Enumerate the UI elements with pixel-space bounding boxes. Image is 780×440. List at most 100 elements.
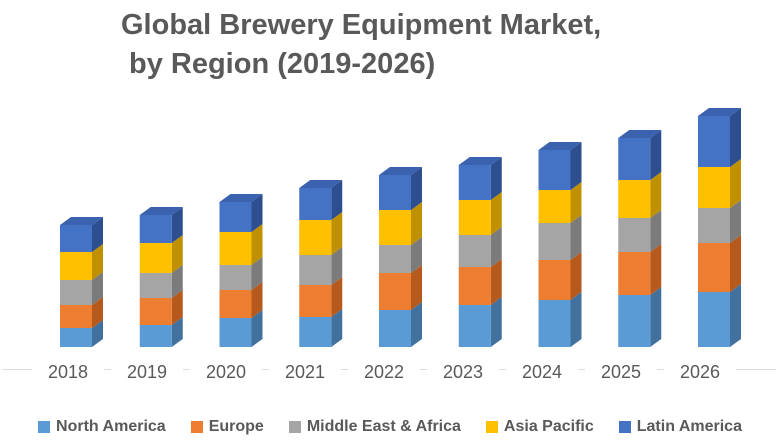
bar-2025 [618, 130, 662, 347]
segment-front-middle-east-africa [60, 280, 92, 305]
segment-front-europe [698, 243, 730, 292]
x-axis-label-2022: 2022 [348, 360, 420, 386]
segment-front-middle-east-africa [538, 223, 571, 260]
segment-top-latin-america [458, 157, 502, 165]
x-axis-label-2019: 2019 [111, 360, 183, 386]
segment-front-latin-america [60, 225, 92, 252]
segment-front-europe [60, 305, 92, 328]
segment-front-europe [458, 267, 491, 305]
segment-front-north-america [538, 300, 571, 347]
segment-side-latin-america [570, 142, 582, 190]
segment-front-middle-east-africa [458, 235, 491, 267]
segment-front-europe [538, 260, 571, 300]
segment-front-middle-east-africa [698, 208, 730, 243]
segment-side-latin-america [92, 217, 103, 252]
legend-swatch-asia-pacific [485, 421, 498, 433]
segment-top-latin-america [698, 108, 741, 116]
chart-title-line-2: by Region (2019-2026) [129, 48, 436, 80]
segment-front-europe [139, 298, 172, 325]
segment-side-middle-east-africa [411, 237, 422, 273]
legend-swatch-europe [190, 421, 203, 433]
segment-side-europe [251, 282, 263, 318]
bar-2026 [698, 108, 741, 347]
segment-front-north-america [698, 292, 730, 347]
segment-side-asia-pacific [570, 182, 582, 223]
x-axis-label-2021: 2021 [269, 360, 341, 386]
segment-front-north-america [299, 317, 332, 347]
segment-front-europe [219, 290, 252, 318]
segment-side-asia-pacific [92, 244, 103, 280]
segment-top-latin-america [618, 130, 662, 138]
bar-2020 [219, 194, 263, 347]
segment-front-asia-pacific [299, 220, 332, 255]
segment-front-asia-pacific [219, 232, 252, 265]
segment-front-latin-america [219, 202, 252, 232]
legend-swatch-north-america [38, 421, 51, 433]
segment-side-middle-east-africa [730, 200, 741, 243]
segment-side-latin-america [730, 108, 741, 167]
segment-front-latin-america [618, 138, 651, 180]
segment-side-middle-east-africa [92, 272, 103, 305]
segment-side-europe [331, 277, 343, 317]
segment-side-europe [171, 290, 183, 325]
bar-2024 [538, 142, 582, 347]
segment-front-europe [618, 252, 651, 295]
segment-side-asia-pacific [730, 159, 741, 208]
legend-label-middle-east-africa: Middle East & Africa [306, 418, 461, 435]
segment-side-north-america [650, 287, 662, 347]
segment-side-asia-pacific [331, 212, 343, 255]
segment-front-north-america [618, 295, 651, 347]
segment-side-latin-america [331, 180, 343, 220]
segment-side-europe [490, 259, 502, 305]
segment-side-latin-america [171, 207, 183, 243]
segment-front-north-america [219, 318, 252, 347]
segment-side-middle-east-africa [251, 257, 263, 290]
legend-label-europe: Europe [208, 418, 264, 435]
segment-side-middle-east-africa [490, 227, 502, 267]
segment-side-asia-pacific [251, 224, 263, 265]
segment-front-middle-east-africa [219, 265, 252, 290]
x-axis-label-2020: 2020 [190, 360, 262, 386]
legend-label-asia-pacific: Asia Pacific [503, 418, 594, 435]
segment-front-europe [299, 285, 332, 317]
bar-2022 [379, 167, 422, 347]
x-axis-label-2023: 2023 [427, 360, 499, 386]
x-axis-label-2024: 2024 [506, 360, 578, 386]
segment-front-middle-east-africa [299, 255, 332, 285]
legend-label-north-america: North America [56, 418, 166, 435]
segment-side-europe [650, 244, 662, 295]
segment-top-latin-america [139, 207, 183, 215]
segment-side-asia-pacific [171, 235, 183, 273]
legend-item-europe: Europe [190, 418, 264, 436]
segment-side-north-america [251, 310, 263, 347]
chart-title-line-1: Global Brewery Equipment Market, [121, 9, 602, 41]
segment-side-europe [411, 265, 422, 310]
segment-front-latin-america [299, 188, 332, 220]
segment-front-europe [379, 273, 411, 310]
segment-side-north-america [570, 292, 582, 347]
segment-top-latin-america [379, 167, 422, 175]
legend-swatch-middle-east-africa [288, 421, 301, 433]
segment-side-middle-east-africa [331, 247, 343, 285]
segment-side-europe [730, 235, 741, 292]
x-axis-label-2018: 2018 [32, 360, 104, 386]
legend-item-middle-east-africa: Middle East & Africa [288, 418, 461, 436]
segment-front-asia-pacific [139, 243, 172, 273]
segment-front-asia-pacific [538, 190, 571, 223]
segment-top-latin-america [219, 194, 263, 202]
bar-2019 [139, 207, 183, 347]
segment-front-asia-pacific [60, 252, 92, 280]
segment-side-asia-pacific [490, 192, 502, 235]
segment-front-latin-america [698, 116, 730, 167]
legend-item-asia-pacific: Asia Pacific [485, 418, 594, 436]
legend-label-latin-america: Latin America [636, 418, 742, 435]
segment-front-latin-america [458, 165, 491, 200]
segment-side-latin-america [251, 194, 263, 232]
chart-title: Global Brewery Equipment Market, by Regi… [121, 6, 601, 84]
x-axis-label-2026: 2026 [664, 360, 736, 386]
segment-side-north-america [92, 320, 103, 347]
bar-2018 [60, 217, 103, 347]
segment-front-latin-america [538, 150, 571, 190]
segment-front-middle-east-africa [379, 245, 411, 273]
